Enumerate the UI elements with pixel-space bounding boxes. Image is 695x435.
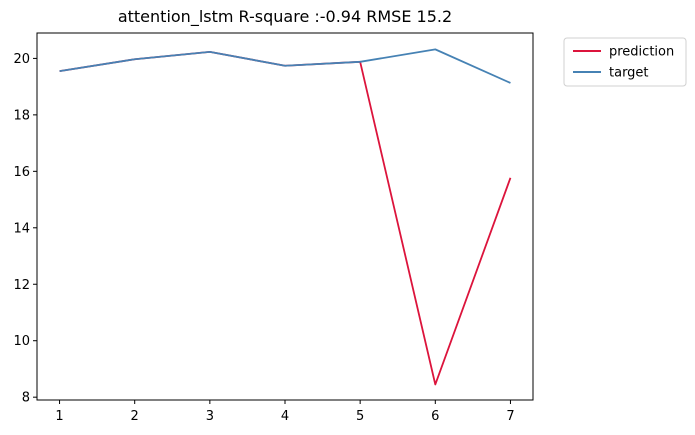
legend-label-target: target [609, 66, 649, 81]
y-tick-label: 16 [13, 165, 30, 180]
series-line-prediction [59, 51, 512, 386]
x-tick-label: 2 [131, 409, 139, 424]
y-tick-label: 10 [13, 334, 30, 349]
x-tick-label: 5 [356, 409, 364, 424]
x-tick-label: 7 [506, 409, 514, 424]
y-axis: 8 10 12 14 16 18 20 [13, 52, 37, 406]
x-tick-label: 3 [206, 409, 214, 424]
y-tick-label: 20 [13, 52, 30, 67]
x-tick-label: 4 [281, 409, 289, 424]
series-line-target [59, 48, 511, 84]
y-tick-label: 14 [13, 221, 30, 236]
chart-title: attention_lstm R-square :-0.94 RMSE 15.2 [118, 7, 452, 27]
legend: prediction target [563, 37, 687, 87]
x-tick-label: 6 [431, 409, 439, 424]
legend-label-prediction: prediction [609, 45, 674, 60]
plot-lines [59, 48, 512, 386]
y-tick-label: 12 [13, 278, 30, 293]
plot-frame [36, 32, 534, 401]
y-tick-label: 8 [22, 391, 30, 406]
y-tick-label: 18 [13, 108, 30, 123]
x-tick-label: 1 [55, 409, 63, 424]
x-axis: 1 2 3 4 5 6 7 [55, 400, 515, 424]
